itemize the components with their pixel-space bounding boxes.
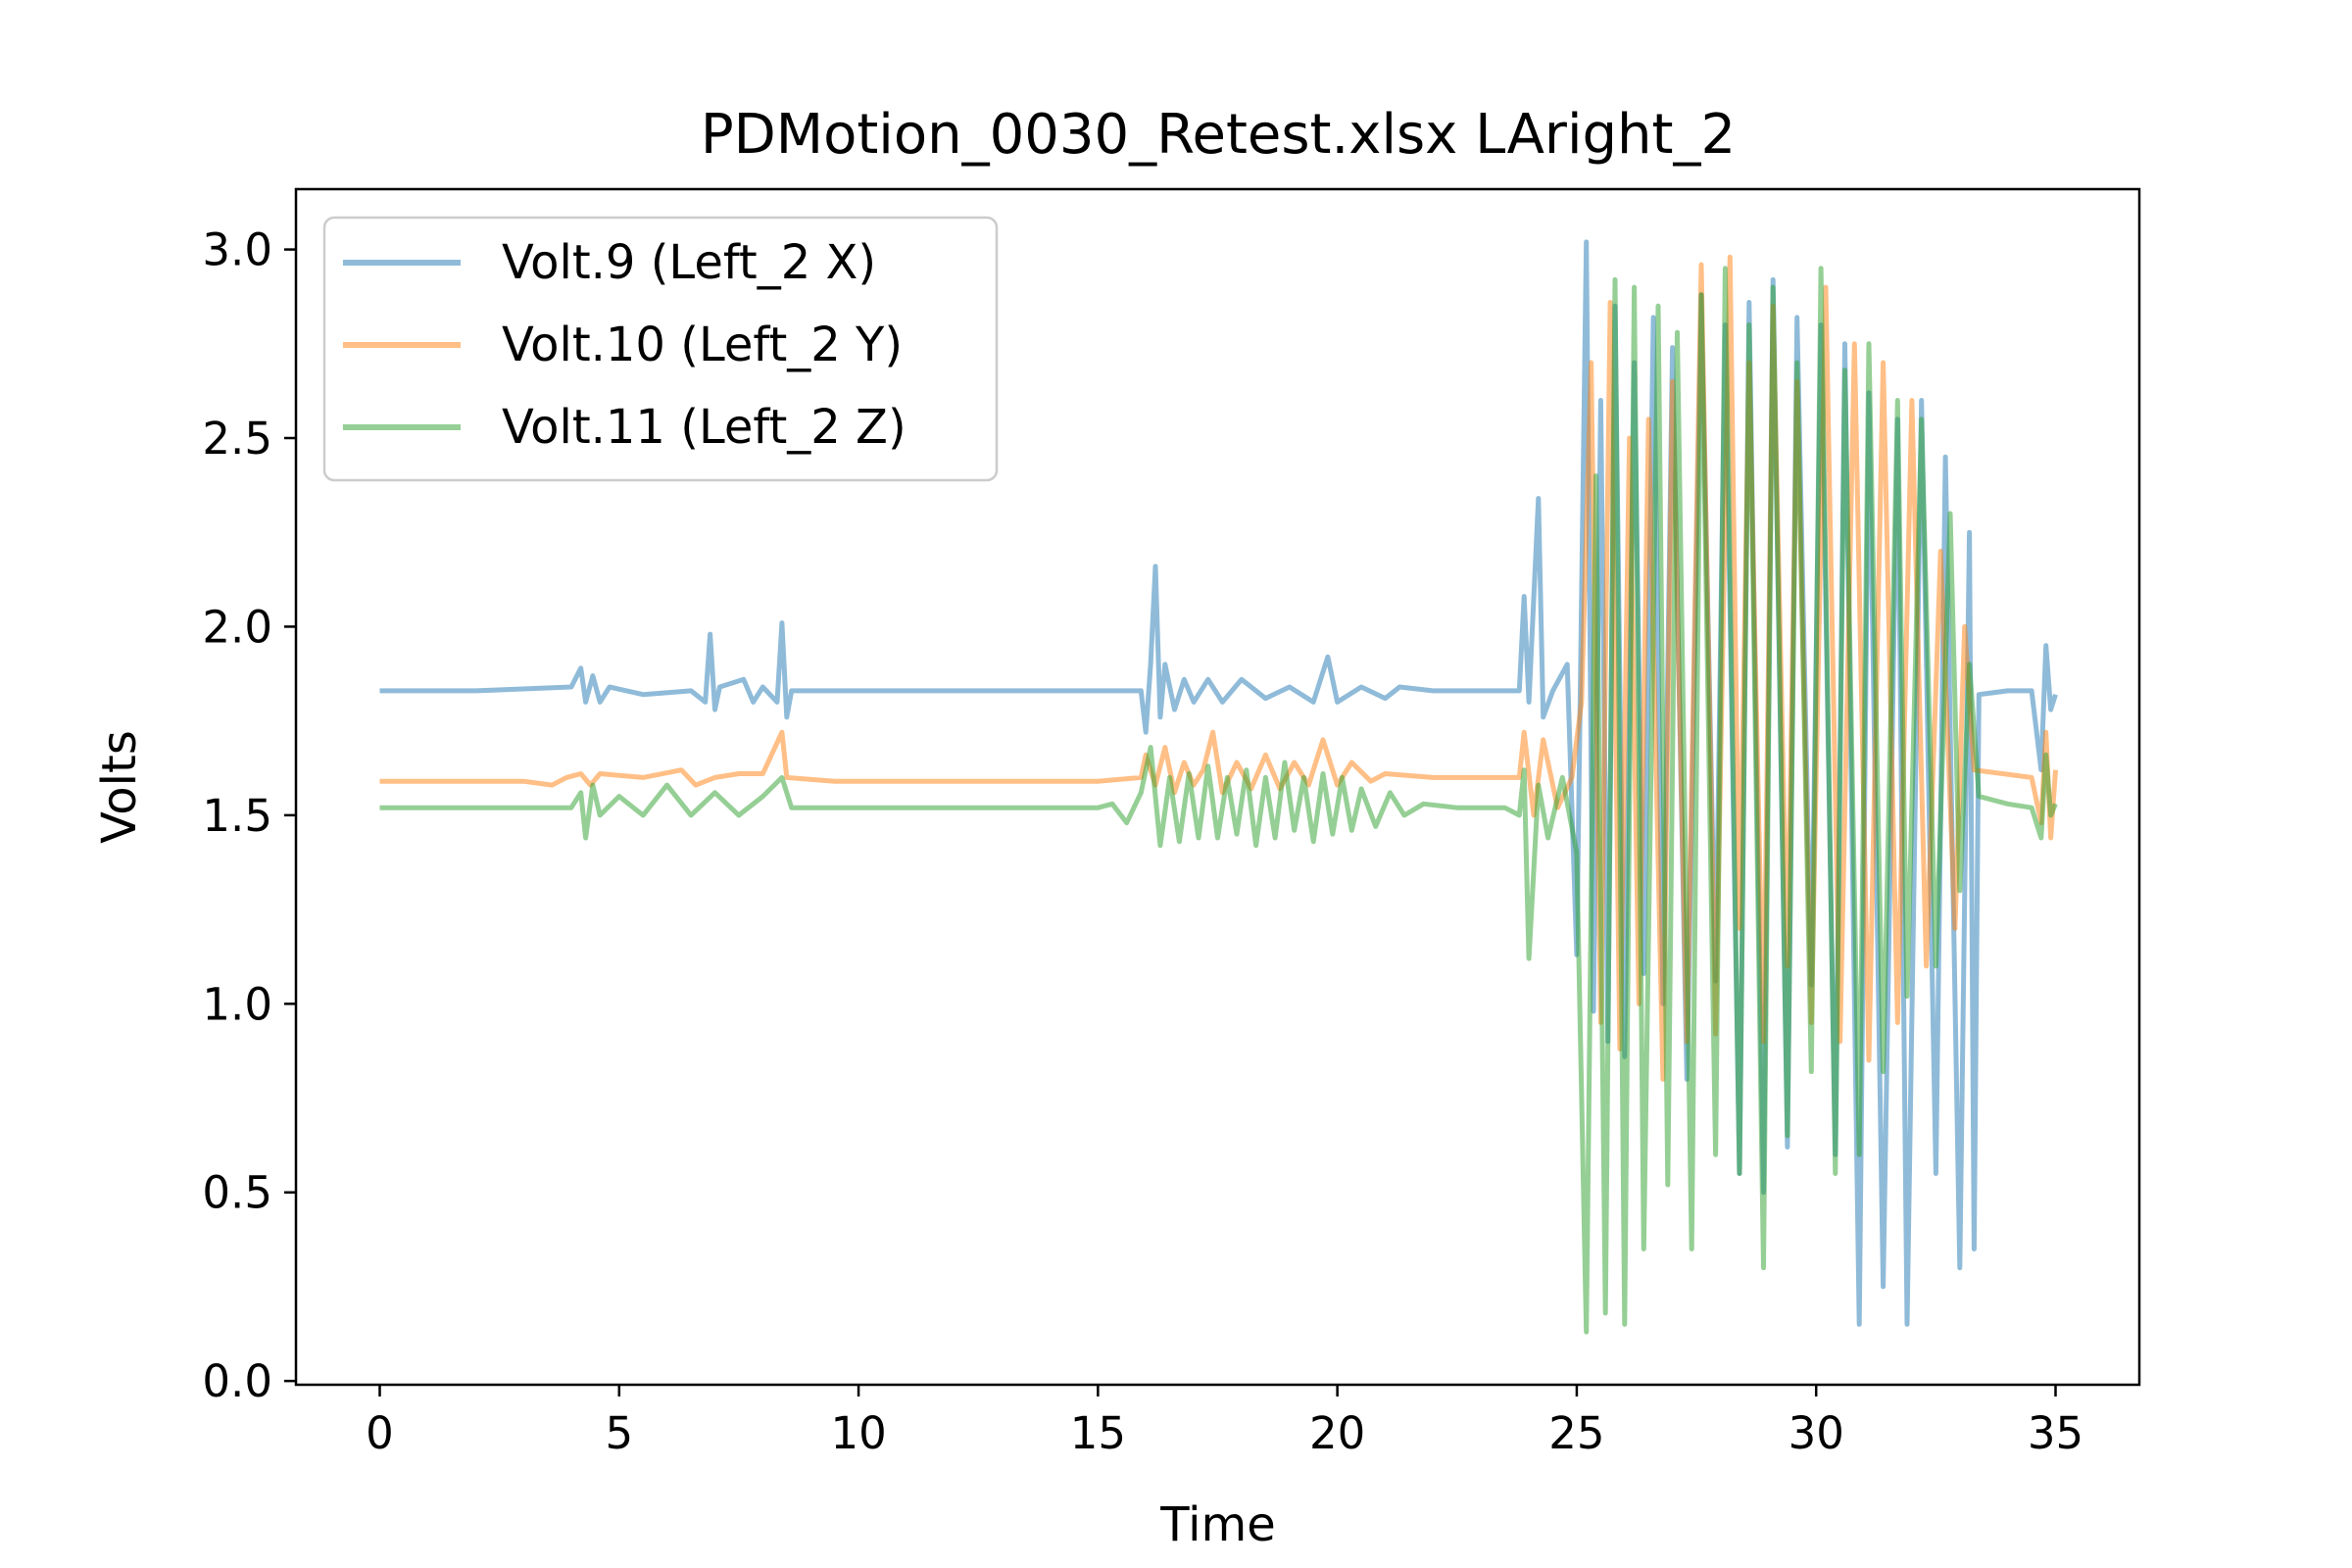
legend: Volt.9 (Left_2 X) Volt.10 (Left_2 Y) Vol… — [322, 216, 999, 482]
y-tick-label: 1.5 — [202, 790, 272, 842]
x-tick-label: 30 — [1788, 1407, 1844, 1459]
y-tick-label: 0.5 — [202, 1167, 272, 1219]
x-axis-ticks: 0 5 10 15 20 25 30 35 — [366, 1385, 2083, 1459]
x-tick-label: 20 — [1309, 1407, 1365, 1459]
legend-label-z: Volt.11 (Left_2 Z) — [502, 400, 906, 455]
x-tick-label: 15 — [1070, 1407, 1126, 1459]
x-tick-label: 25 — [1548, 1407, 1604, 1459]
y-axis-label: Volts — [92, 730, 147, 844]
y-tick-label: 0.0 — [202, 1355, 272, 1407]
y-axis-ticks: 0.0 0.5 1.0 1.5 2.0 2.5 3.0 — [202, 224, 296, 1407]
legend-label-x: Volt.9 (Left_2 X) — [502, 235, 876, 290]
legend-box — [322, 216, 999, 482]
chart-title: PDMotion_0030_Retest.xlsx LAright_2 — [701, 103, 1736, 167]
series-line-0 — [379, 239, 2058, 1327]
plot-lines — [379, 239, 2058, 1335]
series-line-2 — [379, 266, 2058, 1335]
plot-frame — [294, 187, 2141, 1387]
x-tick-label: 10 — [830, 1407, 886, 1459]
x-axis-label: Time — [1159, 1497, 1275, 1552]
y-tick-label: 2.5 — [202, 413, 272, 465]
y-tick-label: 1.0 — [202, 978, 272, 1030]
series-line-1 — [379, 254, 2058, 1082]
y-tick-label: 3.0 — [202, 224, 272, 276]
x-tick-label: 35 — [2028, 1407, 2083, 1459]
x-tick-label: 5 — [605, 1407, 633, 1459]
legend-label-y: Volt.10 (Left_2 Y) — [502, 318, 903, 372]
x-tick-label: 0 — [366, 1407, 394, 1459]
y-tick-label: 2.0 — [202, 601, 272, 653]
